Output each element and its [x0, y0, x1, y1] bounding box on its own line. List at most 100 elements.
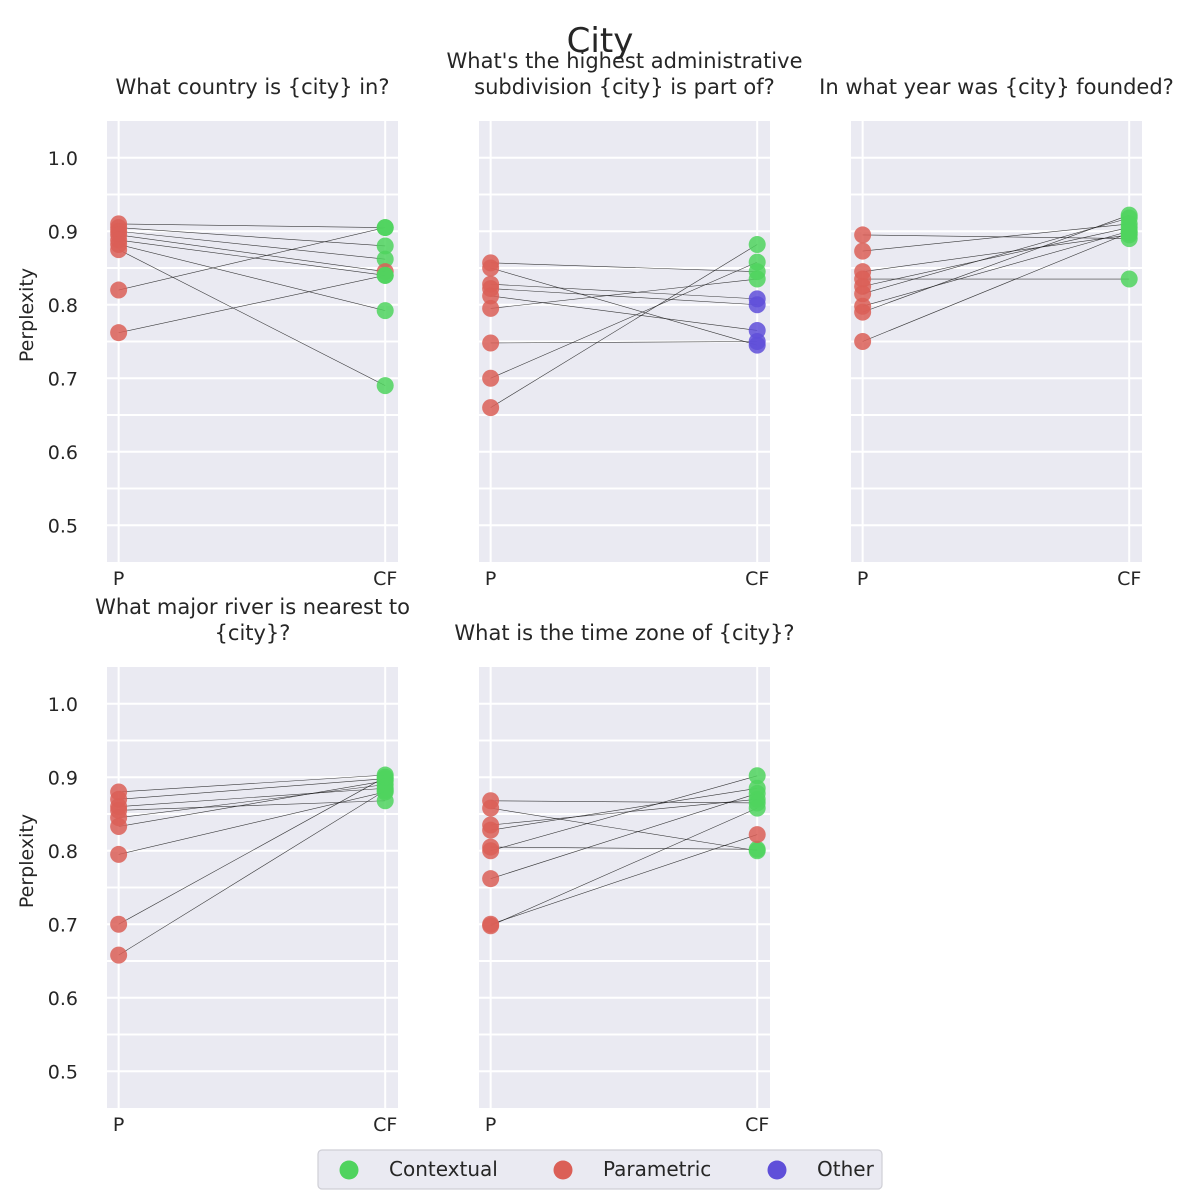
y-tick-label: 0.6	[48, 442, 78, 464]
legend: Contextual Parametric Other	[317, 1149, 883, 1190]
x-tick-label: CF	[1117, 568, 1141, 590]
y-tick-label: 0.9	[48, 767, 78, 789]
pair-line	[118, 774, 386, 793]
point-p-parametric	[482, 870, 500, 888]
point-p-parametric	[110, 324, 128, 342]
point-cf-contextual	[376, 237, 394, 255]
pair-line	[490, 775, 758, 852]
point-p-parametric	[854, 303, 872, 321]
y-tick-label: 0.5	[48, 515, 78, 537]
pair-line	[490, 787, 758, 831]
x-tick-label: CF	[745, 568, 769, 590]
pair-line	[118, 784, 386, 818]
pair-line	[118, 239, 386, 276]
x-tick-label: CF	[373, 1114, 397, 1136]
point-p-parametric	[854, 285, 872, 303]
point-cf-contextual	[376, 768, 394, 786]
x-tick-label: P	[485, 568, 496, 590]
legend-label-contextual: Contextual	[389, 1157, 498, 1181]
point-p-parametric	[854, 333, 872, 350]
point-cf-contextual	[748, 253, 766, 271]
pair-line	[490, 295, 758, 331]
pair-line	[490, 800, 758, 804]
subplot-title: subdivision {city} is part of?	[474, 75, 775, 99]
x-tick-label: P	[113, 1114, 124, 1136]
pair-line	[862, 234, 1130, 272]
subplot-title: What's the highest administrative	[447, 49, 803, 73]
pair-line	[118, 778, 386, 800]
point-cf-contextual	[748, 270, 766, 288]
point-p-parametric	[854, 226, 872, 244]
legend-label-parametric: Parametric	[603, 1157, 711, 1181]
legend-label-other: Other	[817, 1157, 875, 1181]
x-tick-label: CF	[745, 1114, 769, 1136]
point-p-parametric	[482, 287, 500, 305]
point-p-parametric	[110, 946, 128, 964]
y-tick-label: 1.0	[48, 694, 78, 716]
y-axis-label: Perplexity	[16, 814, 38, 908]
pair-line	[490, 807, 758, 926]
pair-line	[862, 232, 1130, 342]
pair-line	[118, 227, 386, 291]
y-axis-label: Perplexity	[16, 268, 38, 362]
point-cf-parametric	[748, 826, 766, 844]
pair-line	[490, 793, 758, 879]
pair-line	[118, 787, 386, 807]
y-tick-label: 0.6	[48, 988, 78, 1010]
pair-line	[490, 341, 758, 344]
point-cf-contextual	[1120, 206, 1138, 224]
point-p-parametric	[110, 817, 128, 835]
subplot-title: What major river is nearest to	[95, 595, 410, 619]
pair-line	[490, 261, 758, 379]
pair-line	[118, 227, 386, 247]
point-cf-contextual	[376, 377, 394, 395]
point-p-parametric	[482, 299, 500, 317]
pair-line	[862, 234, 1130, 239]
y-tick-label: 0.7	[48, 914, 78, 936]
pair-line	[490, 288, 758, 306]
subplot-5: What is the time zone of {city}? P CF	[454, 621, 794, 1136]
point-p-parametric	[482, 917, 500, 935]
pair-line	[118, 223, 386, 228]
point-p-parametric	[110, 915, 128, 933]
x-tick-label: CF	[373, 568, 397, 590]
pair-line	[118, 234, 386, 272]
subplot-grid: What country is {city} in? P CF 1.0 0.9 0.8 0.…	[16, 49, 1174, 1136]
pair-line	[490, 278, 758, 309]
point-cf-contextual	[748, 840, 766, 858]
point-p-parametric	[854, 242, 872, 260]
pair-line	[118, 249, 386, 386]
point-cf-contextual	[1120, 270, 1138, 288]
y-tick-label: 0.7	[48, 368, 78, 390]
pair-line	[862, 223, 1130, 252]
point-cf-contextual	[748, 799, 766, 817]
point-cf-contextual	[376, 302, 394, 320]
legend-marker-contextual	[339, 1160, 359, 1180]
point-cf-contextual	[376, 781, 394, 799]
point-cf-contextual	[376, 219, 394, 237]
pair-line	[862, 214, 1130, 313]
point-cf-contextual	[748, 784, 766, 802]
pair-line	[118, 791, 386, 855]
pair-line	[862, 217, 1130, 295]
subplot-3: In what year was {city} founded? P CF	[819, 75, 1174, 590]
point-cf-other	[748, 296, 766, 314]
legend-marker-parametric	[553, 1160, 573, 1180]
pair-line	[118, 230, 386, 260]
pair-line	[118, 780, 386, 827]
point-p-parametric	[110, 281, 128, 299]
pair-line	[490, 244, 758, 408]
subplot-2: What's the highest administrativesubdivi…	[447, 49, 803, 590]
pair-line	[862, 230, 1130, 307]
figure-title: City	[567, 21, 634, 61]
pair-line	[490, 267, 758, 346]
y-tick-label: 0.8	[48, 295, 78, 317]
point-p-parametric	[110, 845, 128, 863]
point-p-parametric	[482, 799, 500, 817]
pair-line	[118, 790, 386, 956]
y-tick-label: 0.9	[48, 221, 78, 243]
point-p-parametric	[482, 399, 500, 417]
point-cf-other	[748, 333, 766, 350]
pair-line	[490, 799, 758, 826]
